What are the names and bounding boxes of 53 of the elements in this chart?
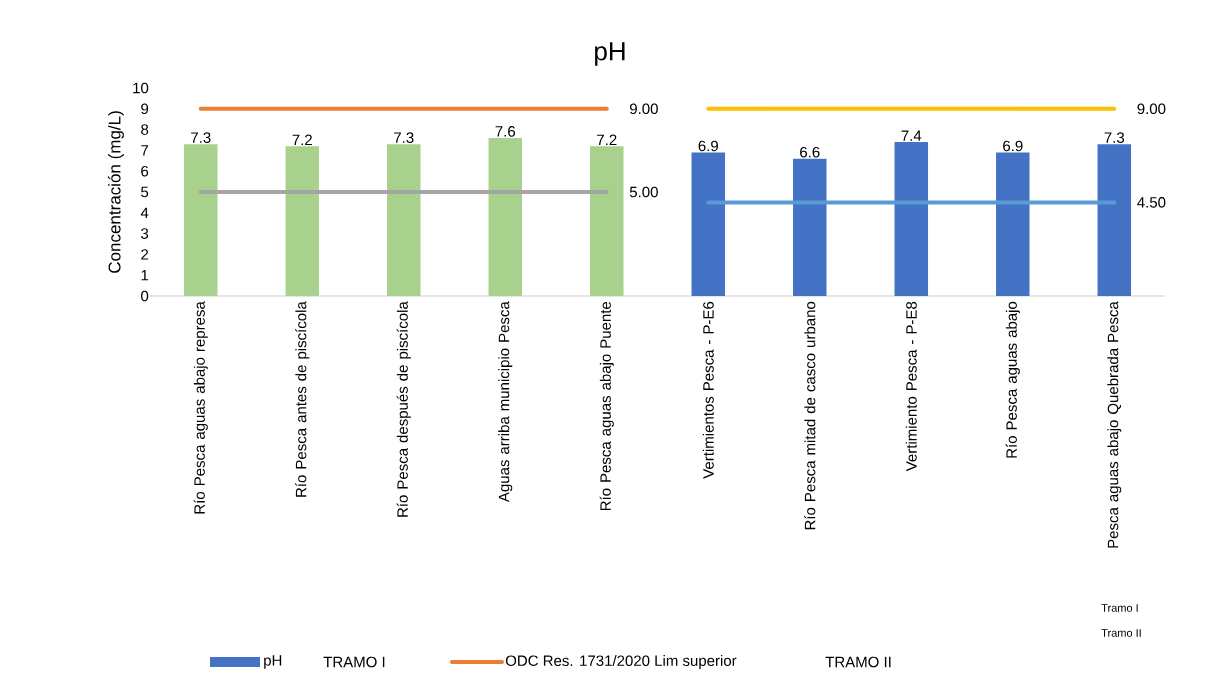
data-label: 7.6 bbox=[495, 126, 516, 137]
x-tick-label: Aguas arriba municipio Pesca bbox=[498, 301, 513, 503]
x-tick-label: Pesca aguas abajo Quebrada Pesca bbox=[1107, 301, 1122, 548]
data-label: 7.3 bbox=[1104, 132, 1125, 143]
data-label: 7.2 bbox=[597, 134, 617, 146]
data-label: 6.6 bbox=[800, 146, 820, 158]
text: Tramo I bbox=[1101, 604, 1138, 612]
text: TRAMO II bbox=[825, 656, 891, 668]
y-tick-label: 5 bbox=[141, 186, 149, 198]
y-tick-label: 10 bbox=[133, 82, 149, 94]
bar bbox=[184, 144, 218, 296]
data-label: 9.00 bbox=[629, 103, 658, 115]
text: TRAMO I bbox=[323, 656, 385, 668]
y-tick-label: 8 bbox=[141, 124, 149, 135]
data-label: 4.50 bbox=[1137, 197, 1166, 208]
bar bbox=[488, 137, 523, 296]
bar bbox=[996, 152, 1030, 296]
bar bbox=[691, 152, 726, 296]
data-label: 6.9 bbox=[698, 140, 718, 152]
x-tick-label: Río Pesca antes de piscícola bbox=[295, 301, 310, 497]
x-tick-label: Río Pesca aguas abajo represa bbox=[193, 301, 208, 514]
y-tick-label: 2 bbox=[141, 249, 149, 260]
y-tick-label: 3 bbox=[141, 228, 149, 239]
x-tick-label: Vertimiento Pesca - P-E8 bbox=[905, 301, 917, 472]
data-label: 7.2 bbox=[292, 134, 312, 146]
y-axis-title: Concentración (mg/L) bbox=[107, 111, 124, 273]
bar bbox=[285, 146, 320, 296]
data-label: 6.9 bbox=[1003, 140, 1023, 152]
y-tick-label: 1 bbox=[141, 270, 149, 281]
y-tick-label: 0 bbox=[141, 290, 149, 302]
data-label: 5.00 bbox=[629, 186, 658, 198]
bar bbox=[793, 158, 827, 296]
bar bbox=[894, 142, 929, 296]
bar bbox=[387, 144, 421, 296]
legend-label: pH bbox=[264, 655, 282, 669]
chart-title: pH bbox=[595, 42, 625, 66]
data-label: 7.4 bbox=[901, 130, 922, 141]
x-tick-label: Río Pesca aguas abajo bbox=[1005, 301, 1020, 458]
data-label: 7.3 bbox=[394, 132, 414, 143]
text: Tramo II bbox=[1101, 629, 1141, 637]
data-label: 9.00 bbox=[1137, 103, 1166, 115]
x-tick-label: Río Pesca aguas abajo Puente bbox=[599, 301, 614, 511]
y-tick-label: 6 bbox=[141, 165, 149, 177]
legend-label: ODC Res. 1731/2020 Lim superior bbox=[505, 654, 737, 669]
bar bbox=[590, 146, 624, 296]
y-tick-label: 4 bbox=[140, 207, 149, 218]
x-tick-label: Río Pesca mitad de casco urbano bbox=[804, 301, 816, 530]
y-tick-label: 9 bbox=[141, 103, 149, 115]
bar bbox=[1097, 144, 1132, 296]
data-label: 7.3 bbox=[191, 132, 211, 143]
x-tick-label: Río Pesca después de piscícola bbox=[396, 301, 411, 517]
y-tick-label: 7 bbox=[141, 145, 149, 156]
x-tick-label: Vertimientos Pesca - P-E6 bbox=[702, 301, 714, 479]
